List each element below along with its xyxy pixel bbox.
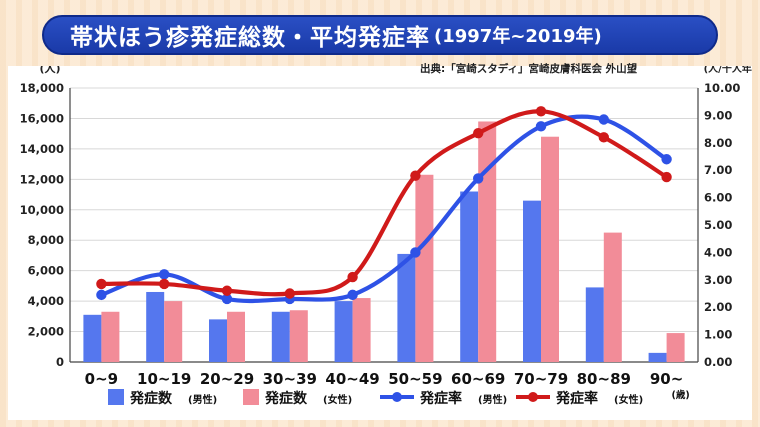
y-right-tick-label: 7.00 <box>704 163 732 177</box>
point-female-rate <box>535 106 547 117</box>
x-tick-label: 60~69 <box>451 370 505 388</box>
point-female-rate <box>221 285 233 296</box>
x-unit: (歳) <box>672 389 690 401</box>
point-female-rate <box>284 288 295 299</box>
bar-male <box>209 319 227 362</box>
x-tick-label: 70~79 <box>514 370 568 388</box>
y-right-tick-label: 9.00 <box>704 108 732 122</box>
bar-female <box>289 310 308 362</box>
y-right-tick-label: 1.00 <box>704 328 732 342</box>
legend-line-female-tag: (女性) <box>614 393 643 406</box>
point-male-rate <box>598 114 609 125</box>
legend-line-male-swatch-dot <box>392 392 402 402</box>
bar-female <box>415 174 434 362</box>
point-male-rate <box>347 289 358 301</box>
point-male-rate <box>661 154 672 165</box>
bar-male <box>271 311 290 362</box>
point-male-rate <box>96 289 107 301</box>
chart-panel: 0 2,000 4,000 6,000 8,000 10,000 12,000 14,000 1… <box>8 66 752 420</box>
x-tick-label: 90~ <box>650 370 683 388</box>
legend-line-female-label: 発症率 <box>555 390 598 407</box>
y-left-tick-label: 16,000 <box>20 111 64 125</box>
y-right-tick-label: 0.00 <box>704 355 732 369</box>
legend-bar-male-swatch <box>108 389 124 405</box>
bar-male <box>585 287 604 362</box>
x-tick-label: 0~9 <box>85 370 118 388</box>
x-tick-label: 20~29 <box>200 370 254 388</box>
point-female-rate <box>347 271 358 283</box>
y-left-tick-label: 18,000 <box>20 81 64 95</box>
x-tick-label: 40~49 <box>325 370 379 388</box>
y-left-tick-label: 6,000 <box>28 264 64 278</box>
y-left-tick-label: 14,000 <box>20 142 64 156</box>
y-right-tick-label: 8.00 <box>704 136 732 150</box>
line-male-rate <box>100 114 668 304</box>
bar-male <box>523 200 541 362</box>
bar-male <box>397 253 416 362</box>
y-left-tick-label: 2,000 <box>28 325 64 339</box>
y-left-tick-label: 4,000 <box>28 294 64 308</box>
bar-female <box>478 121 497 362</box>
point-female-rate <box>96 278 107 290</box>
point-male-rate <box>221 293 233 305</box>
bar-female <box>101 311 120 362</box>
legend-bar-male-label: 発症数 <box>129 390 173 407</box>
y-left-tick-label: 10,000 <box>20 203 64 217</box>
legend-line-male-label: 発症率 <box>419 390 462 407</box>
combo-chart: 0 2,000 4,000 6,000 8,000 10,000 12,000 14,000 1… <box>20 66 752 407</box>
legend-bar-male-tag: (男性) <box>188 393 217 406</box>
point-female-rate <box>473 128 484 139</box>
y-right-tick-label: 3.00 <box>704 273 732 287</box>
bar-male <box>460 191 479 362</box>
chart-title: 帯状ほう疹発症総数・平均発症率 <box>70 25 430 51</box>
bar-female <box>541 136 559 362</box>
bar-female <box>164 301 183 362</box>
bar-male <box>83 314 102 362</box>
point-male-rate <box>410 247 421 258</box>
legend-bar-female-tag: (女性) <box>323 393 352 406</box>
y-left-tick-label: 8,000 <box>28 233 64 247</box>
x-tick-label: 80~89 <box>577 370 631 388</box>
point-male-rate <box>159 269 170 280</box>
bar-male <box>334 301 353 362</box>
point-female-rate <box>159 278 170 290</box>
source-credit: 出典:「宮崎スタディ」宮崎皮膚科医会 外山望 <box>420 63 638 75</box>
bar-female <box>666 333 685 362</box>
y-right-tick-label: 2.00 <box>704 300 732 314</box>
bar-female <box>227 311 245 362</box>
legend-bar-female-label: 発症数 <box>264 390 308 407</box>
y-left-tick-label: 0 <box>56 355 64 369</box>
legend-line-female-swatch-dot <box>528 392 538 402</box>
point-female-rate <box>598 132 609 143</box>
point-male-rate <box>535 121 547 132</box>
y-left-unit: (人) <box>39 66 60 75</box>
y-right-unit: (人/千人年) <box>704 66 752 75</box>
y-right-tick-label: 6.00 <box>704 191 732 205</box>
x-tick-label: 50~59 <box>388 370 442 388</box>
chart-subtitle: (1997年~2019年) <box>434 26 602 47</box>
bar-male <box>146 291 165 362</box>
x-tick-label: 30~39 <box>263 370 317 388</box>
legend-line-male-tag: (男性) <box>478 393 507 406</box>
bar-male <box>648 352 667 362</box>
y-right-tick-label: 4.00 <box>704 245 732 259</box>
bar-female <box>603 232 622 362</box>
legend-bar-female-swatch <box>243 389 259 405</box>
point-female-rate <box>661 171 672 183</box>
point-male-rate <box>473 173 484 184</box>
line-female-rate <box>101 109 668 297</box>
y-right-tick-label: 10.00 <box>704 81 740 95</box>
y-left-tick-label: 12,000 <box>20 172 64 186</box>
title-bar: 帯状ほう疹発症総数・平均発症率 (1997年~2019年) <box>42 15 718 55</box>
x-tick-label: 10~19 <box>137 370 191 388</box>
point-female-rate <box>410 170 421 181</box>
y-right-tick-label: 5.00 <box>704 218 732 232</box>
bar-female <box>352 298 371 362</box>
